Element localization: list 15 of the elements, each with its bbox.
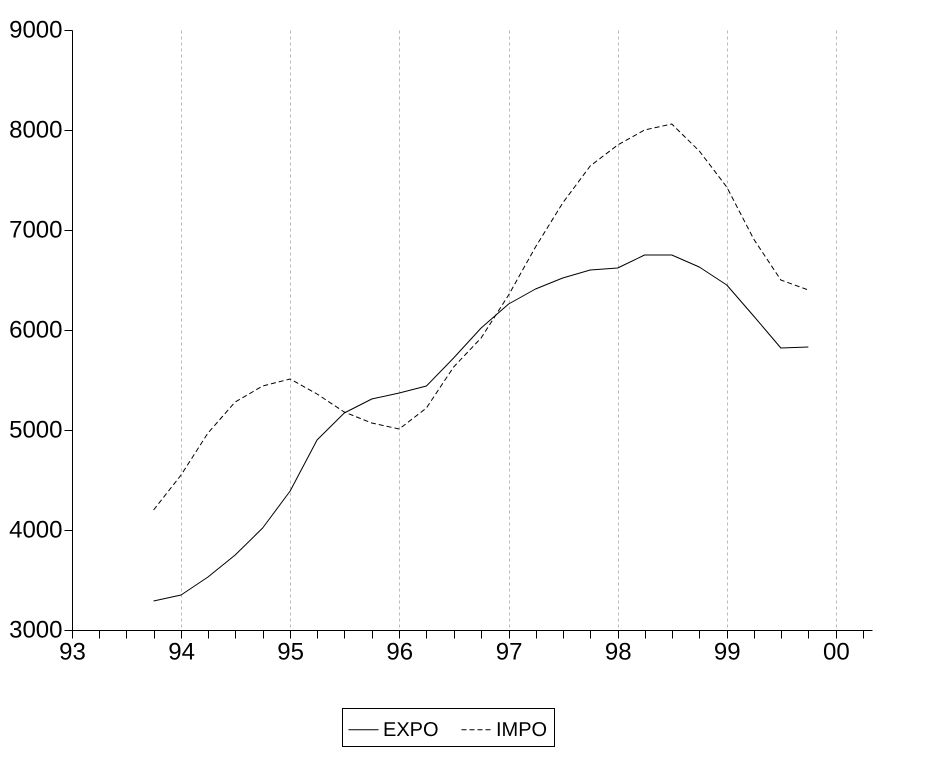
x-tick-label: 94 (168, 638, 195, 666)
x-tick-label: 97 (496, 638, 522, 666)
y-tick-label: 7000 (9, 216, 62, 244)
y-tick-label: 9000 (9, 16, 62, 44)
y-tick-label: 5000 (9, 416, 62, 444)
x-tick-label: 95 (277, 638, 304, 666)
y-tick-label: 6000 (9, 316, 62, 344)
x-tick-label: 98 (604, 638, 632, 666)
y-tick-label: 4000 (9, 516, 62, 544)
legend-label: IMPO (496, 718, 548, 741)
y-tick-label: 8000 (9, 116, 62, 144)
legend-label: EXPO (383, 718, 439, 741)
x-tick-label: 96 (386, 638, 414, 666)
x-tick-label: 99 (714, 638, 741, 666)
x-tick-label: 00 (822, 638, 850, 666)
